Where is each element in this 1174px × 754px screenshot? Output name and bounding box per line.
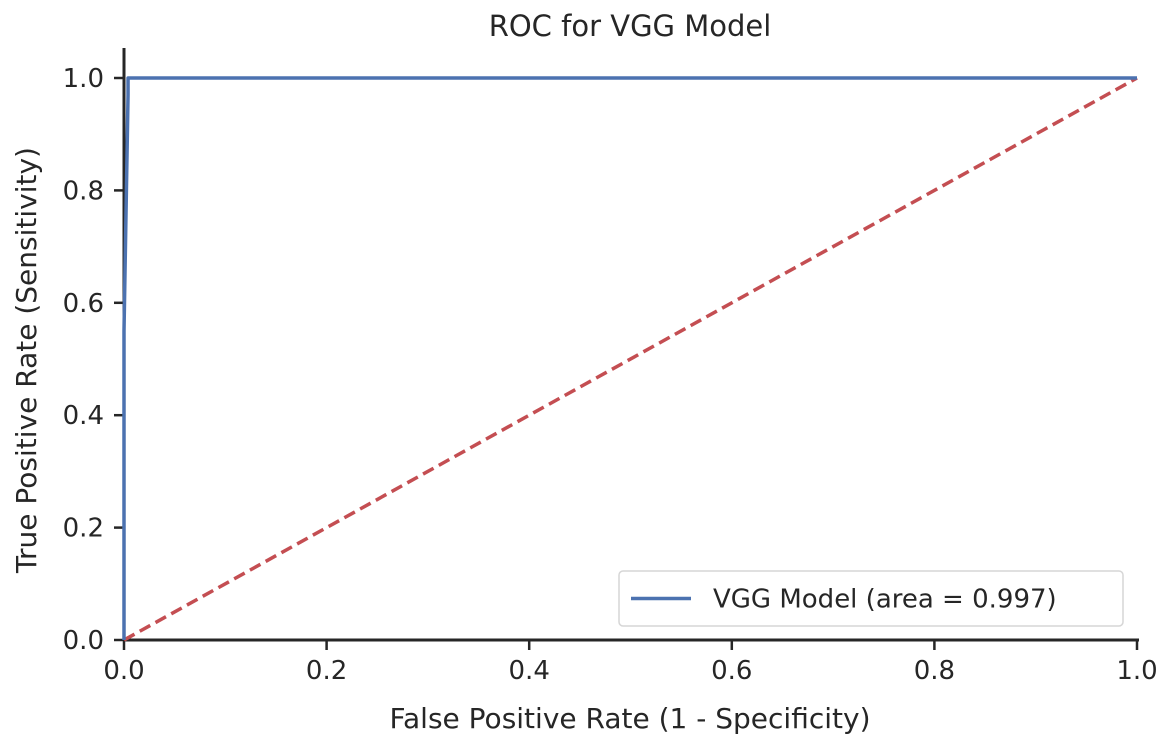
axes: [122, 48, 1139, 642]
legend: VGG Model (area = 0.997): [618, 570, 1124, 627]
y-tick-label: 0.0: [63, 626, 104, 656]
x-axis-label: False Positive Rate (1 - Specificity): [389, 702, 870, 735]
y-tick-label: 0.2: [63, 514, 104, 544]
chance-diagonal-line: [123, 76, 1138, 642]
y-tick-label: 0.6: [63, 289, 104, 319]
chart-title: ROC for VGG Model: [489, 9, 772, 43]
ticks: 0.0 0.2 0.4 0.6 0.8 1.0 0.0 0.2 0.4 0.6 0.8 1.0: [63, 64, 1158, 686]
y-tick-label: 0.8: [63, 176, 104, 206]
series: [122, 76, 1138, 642]
y-tick-label: 0.4: [63, 401, 104, 431]
x-tick-label: 0.8: [914, 656, 955, 686]
x-tick-label: 0.0: [103, 656, 144, 686]
legend-label: VGG Model (area = 0.997): [713, 585, 1057, 615]
y-axis-label: True Positive Rate (Sensitivity): [10, 147, 43, 574]
x-tick-label: 0.4: [509, 656, 550, 686]
x-tick-label: 0.6: [711, 656, 752, 686]
roc-curve-line: [122, 76, 1137, 640]
y-tick-label: 1.0: [63, 64, 104, 94]
x-tick-label: 1.0: [1116, 656, 1157, 686]
x-tick-label: 0.2: [306, 656, 347, 686]
legend-box: [618, 570, 1124, 627]
